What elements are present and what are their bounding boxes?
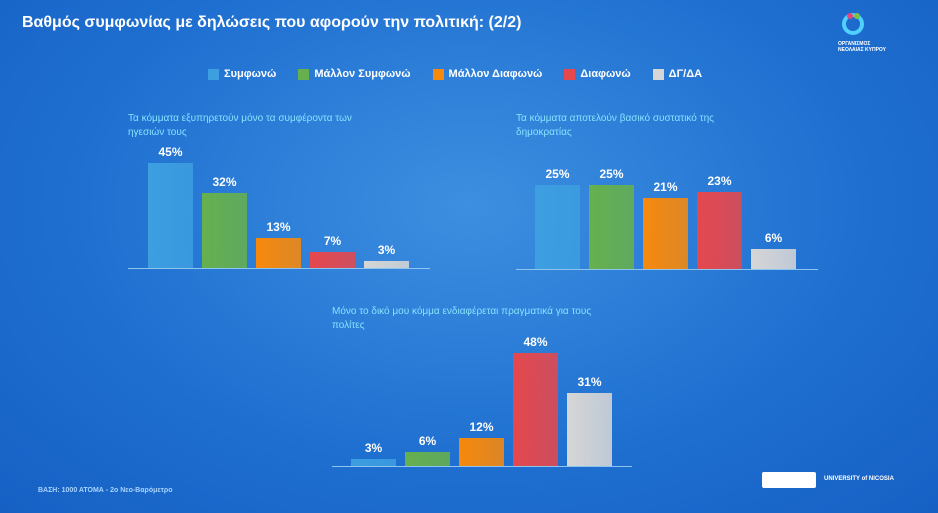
logo: ΟΡΓΑΝΙΣΜΟΣ ΝΕΟΛΑΙΑΣ ΚΥΠΡΟΥ [838,10,898,53]
value-label: 13% [266,219,291,234]
value-label: 6% [764,230,783,245]
legend-swatch [564,68,576,80]
legend-item: Διαφωνώ [564,68,631,80]
axis-line [128,268,430,269]
legend-label: Συμφωνώ [224,68,277,80]
legend-swatch [208,68,219,80]
value-label: 25% [545,167,570,181]
value-label: 25% [599,167,624,181]
legend-item: Μάλλον Διαφωνώ [432,68,543,80]
value-label: 3% [377,243,396,257]
logo-icon [842,13,864,35]
bar [256,237,301,268]
bar [364,261,409,268]
value-label: 31% [577,375,602,390]
bar [643,198,688,269]
legend-swatch [298,68,310,80]
value-label: 32% [212,175,237,190]
logo-text: ΟΡΓΑΝΙΣΜΟΣ ΝΕΟΛΑΙΑΣ ΚΥΠΡΟΥ [838,41,887,53]
bar [202,193,247,268]
legend-item: ΔΓ/ΔΑ [652,68,703,80]
legend-swatch [652,68,664,80]
value-label: 48% [523,335,548,350]
bar [310,251,355,268]
bar [351,458,396,466]
legend-label: Διαφωνώ [580,68,631,80]
legend-label: Μάλλον Συμφωνώ [314,68,411,80]
legend-label: Μάλλον Διαφωνώ [448,68,543,80]
bar [148,163,193,268]
value-label: 6% [418,433,437,448]
chart-title: Τα κόμματα αποτελούν βασικό συστατικό τη… [516,113,714,138]
legend-item: Συμφωνώ [208,68,276,80]
value-label: 45% [158,145,183,160]
legend: Συμφωνώ Μάλλον Συμφωνώ Μάλλον Διαφωνώ Διαφω… [208,68,702,80]
bar [697,191,742,269]
footer-base: ΒΑΣΗ: 1000 ΑΤΟΜΑ - 2ο Νεο-Βαρόμετρο [38,487,173,494]
value-label: 3% [364,440,383,455]
bar [405,451,450,466]
legend-swatch [432,68,444,80]
value-label: 12% [469,419,494,434]
university-logo: UNIVERSITY of NICOSIA [824,476,894,482]
value-label: 7% [323,233,342,248]
legend-item: Μάλλον Συμφωνώ [298,68,411,80]
value-label: 23% [707,173,732,188]
bar [459,437,504,466]
bar [513,353,558,466]
legend-label: ΔΓ/ΔΑ [668,68,703,80]
slide-title: Βαθμός συμφωνίας με δηλώσεις που αφορούν… [22,14,522,31]
axis-line [516,269,818,270]
bar [589,185,634,269]
axis-line [332,466,632,467]
partner-logos [762,472,816,488]
bar [751,248,796,269]
bar [535,185,580,269]
value-label: 21% [653,180,678,195]
chart-title: Μόνο το δικό μου κόμμα ενδιαφέρεται πραγ… [332,306,592,331]
chart-title: Τα κόμματα εξυπηρετούν μόνο τα συμφέροντ… [128,113,352,138]
bar [567,393,612,466]
